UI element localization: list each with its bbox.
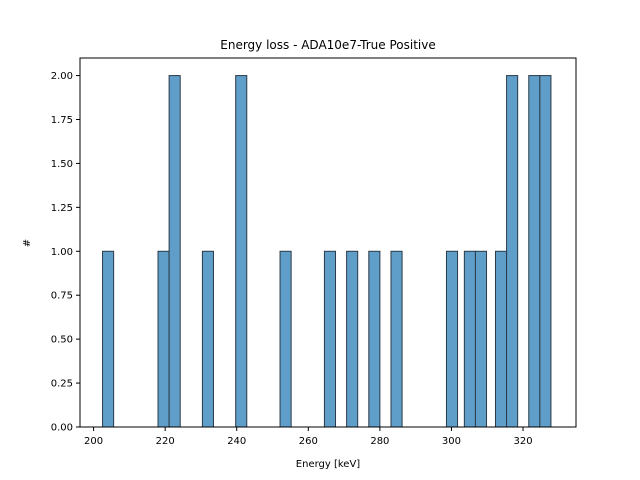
x-tick-label: 300 (442, 436, 461, 447)
y-tick-label: 1.00 (51, 247, 73, 258)
y-tick-label: 0.00 (51, 423, 73, 434)
histogram-bar (235, 75, 248, 428)
x-tick-label: 200 (84, 436, 103, 447)
y-tick-label: 0.50 (51, 335, 73, 346)
histogram-bar (539, 75, 552, 428)
y-axis-ticks: 0.00 0.25 0.50 0.75 1.00 1.25 1.50 1.75 2.00 (51, 71, 80, 434)
histogram-bar (157, 250, 170, 428)
histogram-bar (474, 250, 488, 428)
y-tick-label: 1.75 (51, 115, 73, 126)
x-tick-label: 260 (299, 436, 318, 447)
y-tick-label: 0.75 (51, 291, 73, 302)
histogram-bar (168, 75, 181, 428)
x-axis-ticks: 200 220 240 260 280 300 320 (84, 427, 533, 447)
bars-group (102, 75, 552, 428)
x-tick-label: 280 (370, 436, 389, 447)
x-axis-label: Energy [keV] (296, 459, 361, 470)
histogram-bar (201, 250, 214, 428)
histogram-bar (506, 75, 519, 428)
histogram-bar (494, 250, 508, 428)
x-tick-label: 220 (156, 436, 175, 447)
x-tick-label: 320 (513, 436, 532, 447)
histogram-bar (279, 250, 292, 428)
x-tick-label: 240 (227, 436, 246, 447)
plot-frame (79, 57, 577, 428)
y-tick-label: 0.25 (51, 379, 73, 390)
histogram-bar (390, 250, 403, 428)
histogram-bar (368, 250, 381, 428)
histogram-bar (346, 250, 359, 428)
y-tick-label: 1.50 (51, 159, 73, 170)
histogram-bar (323, 250, 337, 428)
histogram-bar (528, 75, 541, 428)
y-tick-label: 2.00 (51, 71, 73, 82)
histogram-bar (445, 250, 459, 428)
y-tick-label: 1.25 (51, 203, 73, 214)
histogram-bar (102, 250, 115, 428)
y-axis-label: # (22, 239, 33, 247)
chart-title: Energy loss - ADA10e7-True Positive (220, 38, 436, 52)
histogram-bar (463, 250, 476, 428)
